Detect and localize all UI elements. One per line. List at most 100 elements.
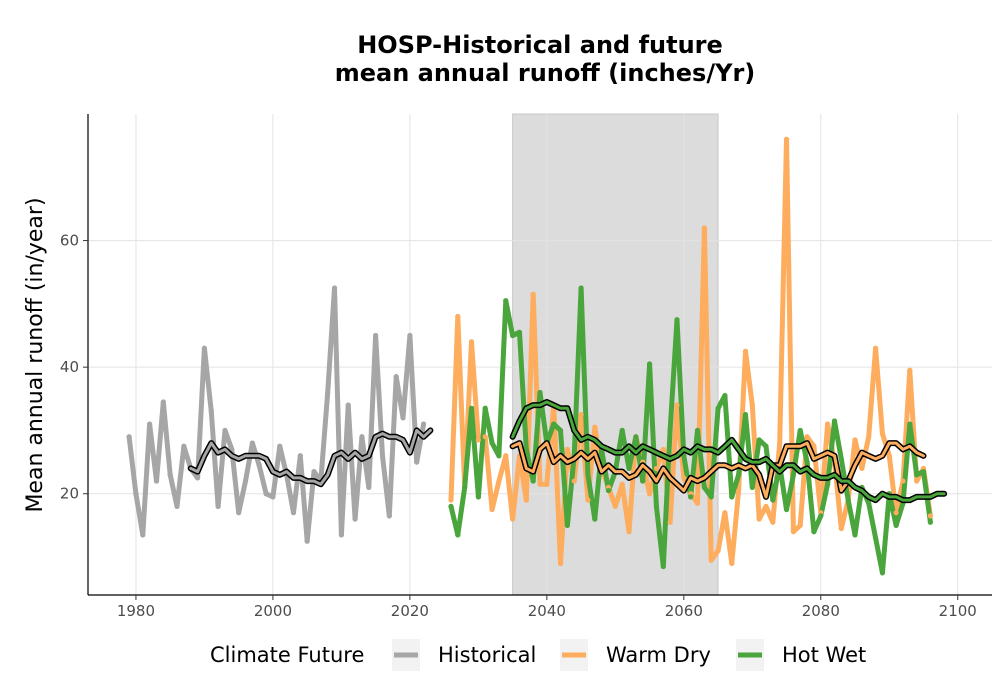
data-point-historical <box>147 421 153 427</box>
data-point-historical <box>174 503 180 509</box>
series-line-historical <box>126 285 427 544</box>
data-point-hot-wet <box>523 446 529 453</box>
data-point-hot-wet <box>818 513 824 519</box>
data-point-historical <box>256 462 262 468</box>
data-point-hot-wet <box>503 298 509 304</box>
data-point-historical <box>167 472 173 478</box>
data-point-historical <box>249 440 255 446</box>
data-point-historical <box>325 389 331 396</box>
data-point-warm-dry <box>557 560 564 566</box>
legend: Climate Future Historical Warm Dry Hot Wet <box>210 639 866 671</box>
data-point-hot-wet <box>914 472 920 478</box>
data-point-warm-dry <box>742 348 749 354</box>
data-point-warm-dry <box>694 500 701 506</box>
data-point-warm-dry <box>482 434 488 440</box>
shaded-period <box>512 113 719 596</box>
data-point-historical <box>420 421 427 427</box>
data-point-historical <box>153 478 160 484</box>
rolling-mean-line-hot-wet-rolling-mean <box>511 400 946 502</box>
data-point-warm-dry <box>667 519 673 525</box>
data-point-hot-wet <box>763 443 769 449</box>
data-point-warm-dry <box>475 437 481 443</box>
data-point-warm-dry <box>872 345 879 351</box>
legend-label-historical: Historical <box>438 643 536 667</box>
data-point-hot-wet <box>694 427 701 434</box>
data-point-historical <box>126 434 132 440</box>
data-point-warm-dry <box>852 437 858 443</box>
data-point-warm-dry <box>544 481 550 487</box>
data-point-hot-wet <box>496 453 502 459</box>
data-point-warm-dry <box>900 478 906 484</box>
data-point-hot-wet <box>626 465 632 472</box>
data-point-warm-dry <box>612 503 618 509</box>
data-point-warm-dry <box>763 503 769 509</box>
data-point-historical <box>386 513 392 519</box>
data-point-warm-dry <box>866 434 872 440</box>
y-tick-label: 60 <box>60 232 79 250</box>
data-point-hot-wet <box>879 570 886 576</box>
data-point-warm-dry <box>578 412 584 418</box>
data-point-hot-wet <box>804 459 810 465</box>
data-point-historical <box>236 510 242 516</box>
data-point-hot-wet <box>736 472 742 478</box>
data-point-historical <box>407 332 413 339</box>
data-point-hot-wet <box>866 500 872 506</box>
grid-lines <box>88 114 992 595</box>
data-point-warm-dry <box>489 506 495 513</box>
y-ticks: 20 40 60 <box>60 232 88 503</box>
data-point-hot-wet <box>742 412 749 418</box>
rolling-mean-line-warm-dry-rolling-mean <box>511 441 925 499</box>
data-point-hot-wet <box>838 456 844 462</box>
data-point-warm-dry <box>496 478 502 484</box>
x-tick-label: 1980 <box>117 602 155 620</box>
data-point-warm-dry <box>804 434 810 440</box>
data-point-warm-dry <box>825 421 831 427</box>
data-point-hot-wet <box>667 427 673 434</box>
data-point-historical <box>400 415 406 421</box>
data-point-historical <box>338 532 344 538</box>
data-point-warm-dry <box>879 431 886 437</box>
data-point-hot-wet <box>646 361 653 367</box>
data-point-warm-dry <box>797 522 803 528</box>
data-point-hot-wet <box>653 503 660 509</box>
data-point-hot-wet <box>708 494 714 500</box>
data-point-historical <box>359 434 365 440</box>
data-point-historical <box>270 494 276 500</box>
data-point-warm-dry <box>585 497 591 503</box>
data-point-hot-wet <box>557 427 564 434</box>
data-point-historical <box>140 532 146 538</box>
data-point-hot-wet <box>770 497 776 503</box>
chart-title-line1: HOSP-Historical and future <box>357 31 723 59</box>
data-point-historical <box>194 475 201 481</box>
data-point-hot-wet <box>688 494 694 500</box>
data-point-hot-wet <box>516 329 523 335</box>
data-point-hot-wet <box>455 532 461 538</box>
rolling-mean-line-historical-rolling-mean <box>189 428 432 486</box>
data-point-hot-wet <box>749 484 755 491</box>
data-point-warm-dry <box>770 519 776 525</box>
data-point-hot-wet <box>701 484 707 491</box>
legend-entries: Historical Warm Dry Hot Wet <box>392 639 866 671</box>
data-point-hot-wet <box>722 393 728 399</box>
data-point-historical <box>215 503 221 509</box>
data-point-hot-wet <box>825 481 831 487</box>
data-point-warm-dry <box>838 525 844 532</box>
data-point-warm-dry <box>715 548 721 554</box>
data-point-warm-dry <box>571 478 577 484</box>
data-point-hot-wet <box>920 468 927 475</box>
data-point-historical <box>201 345 208 351</box>
data-point-warm-dry <box>756 516 762 522</box>
data-point-hot-wet <box>674 317 680 323</box>
data-point-hot-wet <box>660 563 666 570</box>
data-point-historical <box>263 491 269 497</box>
data-point-historical <box>304 538 310 544</box>
data-point-hot-wet <box>872 535 879 541</box>
data-point-historical <box>160 399 166 405</box>
x-tick-label: 2020 <box>391 602 429 620</box>
data-point-historical <box>345 402 351 408</box>
data-point-hot-wet <box>468 405 475 411</box>
data-point-warm-dry <box>530 291 536 297</box>
data-point-historical <box>373 332 379 339</box>
